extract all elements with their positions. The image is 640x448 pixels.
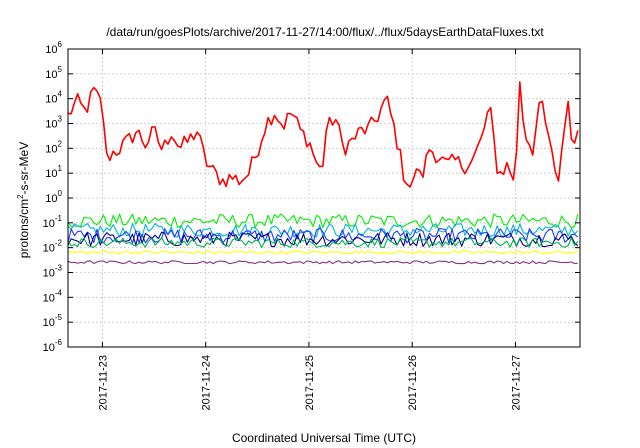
y-tick-label: 102 xyxy=(45,139,62,155)
y-tick-base: 10 xyxy=(43,292,55,304)
series-line-6 xyxy=(67,250,579,255)
y-axis-title-tail: -s-sr-MeV xyxy=(17,142,31,195)
y-tick-base: 10 xyxy=(43,342,55,354)
series-line-4 xyxy=(67,231,579,248)
y-tick-exponent: 0 xyxy=(58,189,63,198)
y-tick-base: 10 xyxy=(45,94,57,106)
y-axis-title-sup: 2 xyxy=(16,194,25,199)
y-tick-label: 10-3 xyxy=(43,264,63,280)
y-tick-exponent: -3 xyxy=(55,264,63,273)
series-line-7 xyxy=(67,260,578,265)
y-tick-exponent: 4 xyxy=(58,90,63,99)
y-tick-exponent: 3 xyxy=(58,115,63,124)
series-line-0 xyxy=(67,81,579,188)
y-tick-exponent: 6 xyxy=(58,40,63,49)
y-tick-base: 10 xyxy=(43,317,55,329)
y-tick-exponent: 2 xyxy=(58,139,63,148)
y-tick-label: 105 xyxy=(45,65,62,81)
x-tick-label: 2017-11-25 xyxy=(304,355,316,410)
y-tick-base: 10 xyxy=(43,218,55,230)
data-series xyxy=(67,81,579,265)
y-axis-title-main: protons/cm xyxy=(17,199,31,258)
y-tick-label: 103 xyxy=(45,115,62,131)
y-tick-label: 101 xyxy=(45,164,62,180)
y-tick-label: 106 xyxy=(45,40,62,56)
y-tick-label: 100 xyxy=(45,189,62,205)
chart-title: /data/run/goesPlots/archive/2017-11-27/1… xyxy=(106,25,544,39)
series-line-5 xyxy=(67,237,579,248)
y-tick-base: 10 xyxy=(43,243,55,255)
y-tick-base: 10 xyxy=(45,143,57,155)
y-tick-exponent: -5 xyxy=(55,313,63,322)
y-tick-label: 104 xyxy=(45,90,62,106)
y-axis-ticks: 10-610-510-410-310-210-11001011021031041… xyxy=(43,40,580,354)
y-tick-exponent: 5 xyxy=(58,65,63,74)
x-tick-label: 2017-11-27 xyxy=(510,355,522,410)
y-tick-base: 10 xyxy=(45,193,57,205)
x-tick-label: 2017-11-24 xyxy=(201,355,213,410)
grid-lines xyxy=(68,49,580,347)
x-tick-label: 2017-11-23 xyxy=(97,355,109,410)
y-tick-label: 10-6 xyxy=(43,338,63,354)
x-tick-label: 2017-11-26 xyxy=(407,355,419,410)
x-axis-ticks: 2017-11-23 2017-11-24 2017-11-25 2017-11-26… xyxy=(97,49,522,410)
x-axis-title: Coordinated Universal Time (UTC) xyxy=(232,431,416,445)
y-tick-exponent: 1 xyxy=(58,164,63,173)
y-tick-base: 10 xyxy=(45,69,57,81)
y-tick-exponent: -2 xyxy=(55,239,63,248)
y-tick-label: 10-2 xyxy=(43,239,63,255)
series-line-1 xyxy=(67,213,579,229)
y-axis-title: protons/cm2-s-sr-MeV xyxy=(16,142,31,258)
y-tick-base: 10 xyxy=(45,119,57,131)
y-tick-base: 10 xyxy=(45,44,57,56)
y-tick-base: 10 xyxy=(45,168,57,180)
y-tick-label: 10-1 xyxy=(43,214,63,230)
y-tick-label: 10-4 xyxy=(43,288,63,304)
y-tick-exponent: -6 xyxy=(55,338,63,347)
y-tick-exponent: -4 xyxy=(55,288,63,297)
y-tick-label: 10-5 xyxy=(43,313,63,329)
y-tick-exponent: -1 xyxy=(55,214,63,223)
y-tick-base: 10 xyxy=(43,268,55,280)
